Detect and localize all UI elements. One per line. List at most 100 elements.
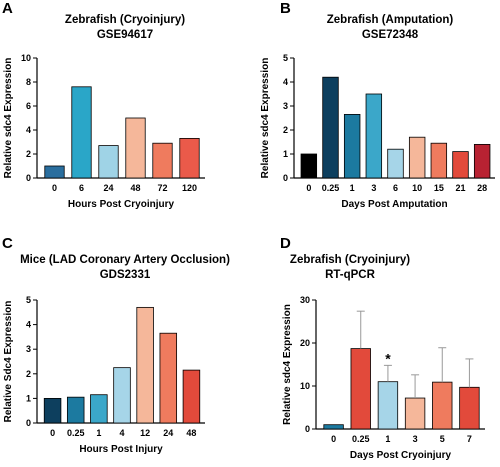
y-tick-label: 2 <box>26 149 31 159</box>
x-axis-label: Days Post Cryoinjury <box>350 450 452 461</box>
y-axis-label: Relative sdc4 Expression <box>260 58 271 179</box>
bar <box>404 397 426 430</box>
bar <box>44 165 65 179</box>
y-tick-label: 5 <box>283 53 288 63</box>
panel-b: B Zebrafish (Amputation) GSE72348 0 1 2 3 4 5… <box>250 0 500 233</box>
y-tick-label: 3 <box>26 344 31 354</box>
bar <box>473 143 491 179</box>
chart-title-c: Mice (LAD Coronary Artery Occlusion) <box>20 254 230 266</box>
y-tick-label: 10 <box>21 53 31 63</box>
x-tick-label: 1 <box>96 428 101 438</box>
panel-c: C Mice (LAD Coronary Artery Occlusion) G… <box>0 233 250 467</box>
x-tick-label: 28 <box>477 183 487 193</box>
y-tick-label: 4 <box>26 320 31 330</box>
y-tick-label: 20 <box>300 338 310 348</box>
bar <box>136 306 154 424</box>
y-tick-label: 4 <box>283 77 288 87</box>
bar <box>43 397 62 424</box>
y-tick-label: 1 <box>283 149 288 159</box>
chart-title-b: Zebrafish (Amputation) <box>326 14 454 26</box>
panel-letter-d: D <box>280 235 291 252</box>
bar-chart-b: 0 1 2 3 4 5 0 0.25 1 3 6 10 15 21 28 Days Post Amputati… <box>260 53 495 210</box>
x-tick-label: 1 <box>385 434 390 444</box>
x-axis-label: Hours Post Injury <box>79 444 163 455</box>
bar <box>323 424 344 430</box>
x-tick-label: 4 <box>119 428 124 438</box>
y-axis-label: Relative sdc4 Expression <box>3 58 14 179</box>
y-tick-label: 30 <box>300 295 310 305</box>
y-tick-label: 0 <box>283 173 288 183</box>
x-tick-label: 7 <box>467 434 472 444</box>
x-tick-label: 6 <box>79 183 84 193</box>
bar <box>90 394 108 424</box>
significance-asterisk: * <box>385 350 391 366</box>
x-tick-label: 24 <box>163 428 173 438</box>
bar <box>322 76 339 179</box>
x-tick-label: 3 <box>371 183 376 193</box>
chart-title-a: Zebrafish (Cryoinjury) <box>64 14 186 26</box>
x-tick-label: 10 <box>412 183 422 193</box>
y-tick-label: 1 <box>26 393 31 403</box>
bar <box>408 136 426 179</box>
panel-letter-a: A <box>2 0 13 17</box>
y-tick-label: 10 <box>300 381 310 391</box>
bar <box>387 148 404 179</box>
x-tick-label: 5 <box>440 434 445 444</box>
y-tick-label: 4 <box>26 125 31 135</box>
bar <box>182 369 201 424</box>
x-tick-label: 0.25 <box>352 434 370 444</box>
x-tick-label: 12 <box>140 428 150 438</box>
bar <box>125 117 146 179</box>
bar <box>66 396 85 424</box>
y-tick-label: 2 <box>26 369 31 379</box>
x-tick-label: 3 <box>413 434 418 444</box>
x-tick-label: 1 <box>350 183 355 193</box>
panel-d: D Zebrafish (Cryoinjury) RT-qPCR 0 10 20 30… <box>250 233 500 467</box>
bar <box>98 145 119 179</box>
y-tick-label: 6 <box>26 101 31 111</box>
x-tick-label: 0.25 <box>322 183 340 193</box>
x-tick-label: 72 <box>157 183 167 193</box>
x-tick-label: 0 <box>52 183 57 193</box>
x-tick-label: 0 <box>50 428 55 438</box>
bar <box>377 381 399 430</box>
bar <box>159 332 178 424</box>
x-tick-label: 6 <box>393 183 398 193</box>
x-tick-label: 0 <box>331 434 336 444</box>
y-tick-label: 8 <box>26 77 31 87</box>
y-tick-label: 3 <box>283 101 288 111</box>
y-tick-label: 5 <box>26 295 31 305</box>
y-tick-label: 0 <box>26 418 31 428</box>
bar <box>113 367 131 424</box>
bar <box>152 142 173 179</box>
bar <box>71 86 92 179</box>
x-tick-label: 120 <box>182 183 197 193</box>
y-axis-label: Relative Sdc4 Expression <box>3 301 14 423</box>
bar <box>350 348 371 430</box>
x-tick-label: 15 <box>434 183 444 193</box>
x-tick-label: 48 <box>186 428 196 438</box>
bar-chart-d: 0 10 20 30 0 0.25 1 3 5 7 * Days Post Cryoinjury Rel… <box>282 295 485 461</box>
bar <box>365 93 383 179</box>
x-tick-label: 24 <box>103 183 113 193</box>
bar <box>179 137 200 179</box>
chart-subtitle-c: GDS2331 <box>99 269 151 281</box>
panel-letter-b: B <box>280 0 291 17</box>
x-tick-label: 48 <box>130 183 140 193</box>
x-axis-label: Days Post Amputation <box>341 199 447 210</box>
bar <box>459 386 480 430</box>
chart-subtitle-b: GSE72348 <box>361 29 419 41</box>
x-tick-label: 21 <box>455 183 465 193</box>
panel-letter-c: C <box>2 235 13 252</box>
bar <box>343 114 361 179</box>
chart-subtitle-a: GSE94617 <box>96 29 154 41</box>
y-axis-label: Relative sdc4 Expression <box>282 304 293 425</box>
chart-title-d: Zebrafish (Cryoinjury) <box>289 254 411 266</box>
x-axis-label: Hours Post Cryoinjury <box>68 199 175 210</box>
x-tick-label: 0 <box>306 183 311 193</box>
y-tick-label: 0 <box>305 424 310 434</box>
y-tick-label: 0 <box>26 173 31 183</box>
bar <box>432 381 453 430</box>
